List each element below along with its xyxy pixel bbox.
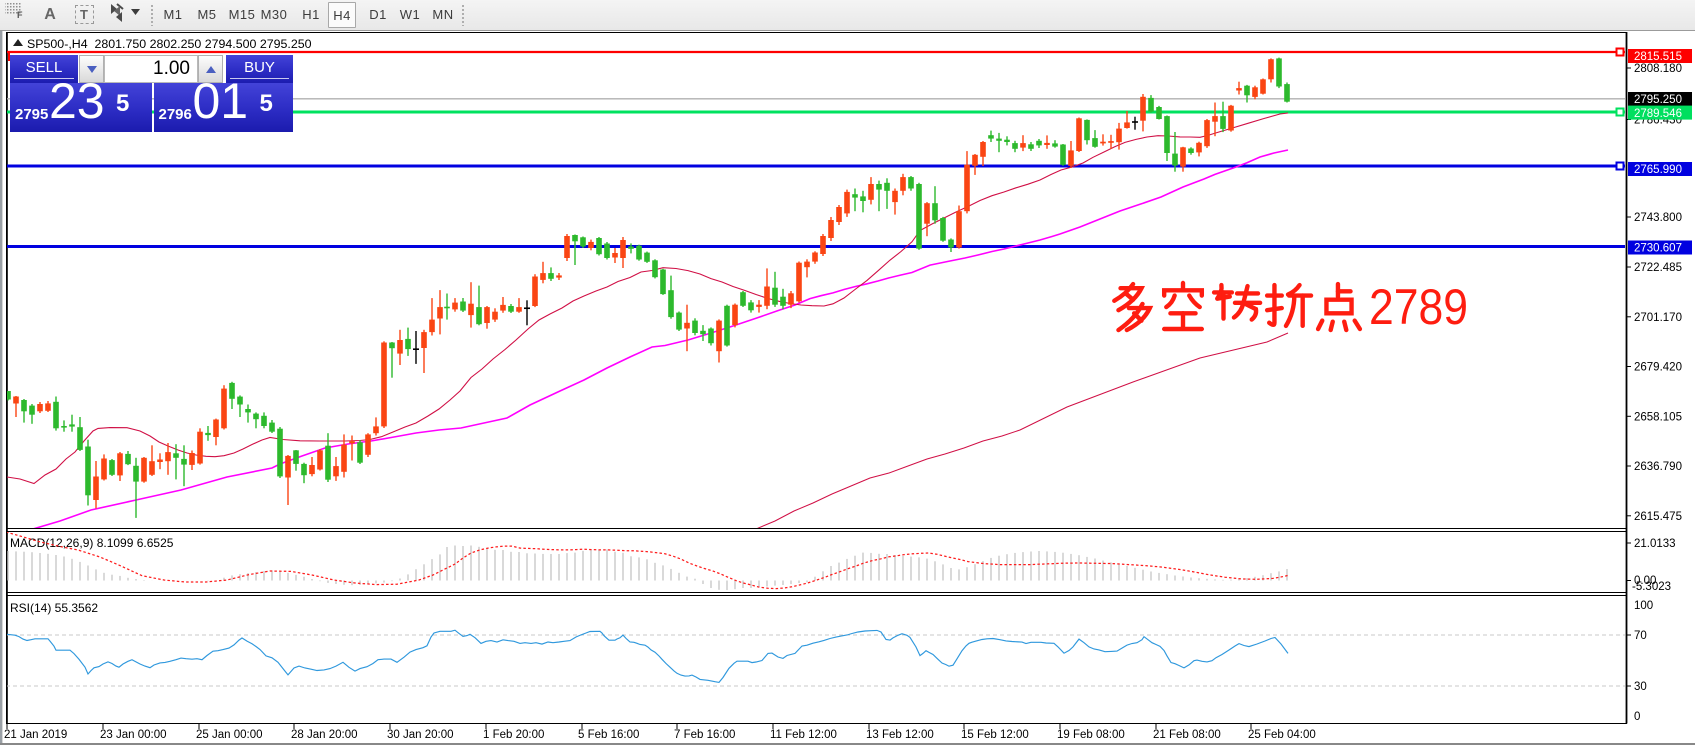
svg-text:21 Feb 08:00: 21 Feb 08:00 bbox=[1153, 729, 1221, 741]
svg-text:2636.790: 2636.790 bbox=[1634, 461, 1682, 473]
svg-text:30: 30 bbox=[1634, 681, 1647, 693]
svg-text:0.00: 0.00 bbox=[1634, 575, 1656, 587]
svg-text:2765.990: 2765.990 bbox=[1634, 164, 1682, 176]
svg-text:2789: 2789 bbox=[1369, 279, 1468, 335]
svg-text:2658.105: 2658.105 bbox=[1634, 411, 1682, 423]
svg-text:2795.250: 2795.250 bbox=[1634, 94, 1682, 106]
svg-text:MACD(12,26,9) 8.1099 6.6525: MACD(12,26,9) 8.1099 6.6525 bbox=[10, 536, 174, 550]
svg-text:1 Feb 20:00: 1 Feb 20:00 bbox=[483, 729, 544, 741]
svg-text:25 Feb 04:00: 25 Feb 04:00 bbox=[1248, 729, 1316, 741]
svg-text:25 Jan 00:00: 25 Jan 00:00 bbox=[196, 729, 263, 741]
svg-text:15 Feb 12:00: 15 Feb 12:00 bbox=[961, 729, 1029, 741]
svg-text:21.0133: 21.0133 bbox=[1634, 538, 1676, 550]
svg-text:70: 70 bbox=[1634, 630, 1647, 642]
svg-text:SP500-,H4 2801.750 2802.250 2: SP500-,H4 2801.750 2802.250 2794.500 279… bbox=[27, 37, 312, 51]
svg-text:2701.170: 2701.170 bbox=[1634, 312, 1682, 324]
svg-text:2730.607: 2730.607 bbox=[1634, 243, 1682, 255]
svg-text:2679.420: 2679.420 bbox=[1634, 362, 1682, 374]
svg-text:11 Feb 12:00: 11 Feb 12:00 bbox=[770, 729, 837, 741]
svg-text:30 Jan 20:00: 30 Jan 20:00 bbox=[387, 729, 454, 741]
svg-text:2789.546: 2789.546 bbox=[1634, 108, 1682, 120]
svg-text:21 Jan 2019: 21 Jan 2019 bbox=[4, 729, 67, 741]
svg-text:2615.475: 2615.475 bbox=[1634, 511, 1682, 523]
svg-text:2808.180: 2808.180 bbox=[1634, 63, 1682, 75]
svg-text:0: 0 bbox=[1634, 711, 1640, 723]
svg-text:28 Jan 20:00: 28 Jan 20:00 bbox=[291, 729, 358, 741]
svg-text:19 Feb 08:00: 19 Feb 08:00 bbox=[1057, 729, 1125, 741]
svg-text:F: F bbox=[17, 10, 23, 20]
svg-text:7 Feb 16:00: 7 Feb 16:00 bbox=[674, 729, 735, 741]
svg-text:2815.515: 2815.515 bbox=[1634, 51, 1682, 63]
svg-text:13 Feb 12:00: 13 Feb 12:00 bbox=[866, 729, 934, 741]
svg-text:RSI(14) 55.3562: RSI(14) 55.3562 bbox=[10, 601, 98, 615]
svg-text:2722.485: 2722.485 bbox=[1634, 262, 1682, 274]
svg-text:5 Feb 16:00: 5 Feb 16:00 bbox=[578, 729, 639, 741]
svg-text:-5.3023: -5.3023 bbox=[1632, 581, 1671, 593]
svg-text:100: 100 bbox=[1634, 600, 1653, 612]
svg-text:23 Jan 00:00: 23 Jan 00:00 bbox=[100, 729, 167, 741]
svg-text:2743.800: 2743.800 bbox=[1634, 212, 1682, 224]
